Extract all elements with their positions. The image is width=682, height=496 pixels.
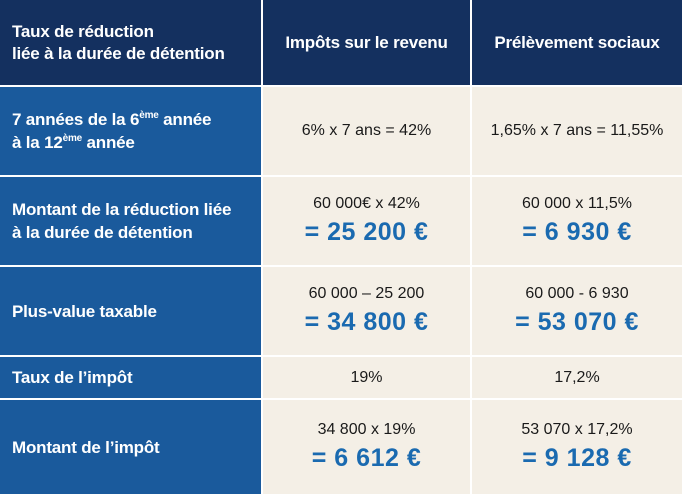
cell-taxable-gain-income-tax: 60 000 – 25 200 = 34 800 € <box>263 267 472 357</box>
header-income-tax: Impôts sur le revenu <box>263 0 472 87</box>
row-label-reduction-amount-line2: à la durée de détention <box>12 223 193 242</box>
reduction-amount-income-tax-calc: 60 000€ x 42% <box>313 195 420 212</box>
row-label-tax-amount: Montant de l’impôt <box>0 400 263 496</box>
header-social-levies-label: Prélèvement sociaux <box>494 32 660 52</box>
row-label-reduction-amount-line1: Montant de la réduction liée <box>12 200 232 219</box>
cell-tax-rate-social-levies: 17,2% <box>472 357 682 400</box>
row-label-years-line2: à la 12ème année <box>12 133 135 152</box>
cell-taxable-gain-social-levies: 60 000 - 6 930 = 53 070 € <box>472 267 682 357</box>
cell-tax-amount-income-tax: 34 800 x 19% = 6 612 € <box>263 400 472 496</box>
cell-years-social-levies: 1,65% x 7 ans = 11,55% <box>472 87 682 177</box>
row-label-tax-rate: Taux de l’impôt <box>0 357 263 400</box>
cell-reduction-amount-social-levies: 60 000 x 11,5% = 6 930 € <box>472 177 682 267</box>
taxable-gain-social-levies-result: = 53 070 € <box>515 308 639 336</box>
reduction-amount-social-levies-result: = 6 930 € <box>522 218 632 246</box>
cell-years-income-tax: 6% x 7 ans = 42% <box>263 87 472 177</box>
tax-amount-social-levies-result: = 9 128 € <box>522 444 632 472</box>
row-label-years: 7 années de la 6ème année à la 12ème ann… <box>0 87 263 177</box>
reduction-amount-social-levies-calc: 60 000 x 11,5% <box>521 195 632 212</box>
cell-reduction-amount-income-tax: 60 000€ x 42% = 25 200 € <box>263 177 472 267</box>
row-label-tax-amount-text: Montant de l’impôt <box>12 437 160 457</box>
row-label-years-line1: 7 années de la 6ème année <box>12 110 212 129</box>
taxable-gain-income-tax-calc: 60 000 – 25 200 <box>308 285 425 302</box>
header-income-tax-label: Impôts sur le revenu <box>285 32 448 52</box>
row-label-reduction-amount: Montant de la réduction liée à la durée … <box>0 177 263 267</box>
tax-rate-income-tax-value: 19% <box>350 368 383 386</box>
tax-rate-social-levies-value: 17,2% <box>554 368 600 386</box>
tax-amount-income-tax-result: = 6 612 € <box>311 444 422 472</box>
header-reduction-rate-line2: liée à la durée de détention <box>12 43 225 63</box>
years-income-tax-value: 6% x 7 ans = 42% <box>301 122 432 139</box>
taxable-gain-income-tax-result: = 34 800 € <box>304 308 429 336</box>
row-label-taxable-gain: Plus-value taxable <box>0 267 263 357</box>
header-reduction-rate-line1: Taux de réduction <box>12 21 154 41</box>
header-social-levies: Prélèvement sociaux <box>472 0 682 87</box>
tax-amount-income-tax-calc: 34 800 x 19% <box>317 421 416 438</box>
taxable-gain-social-levies-calc: 60 000 - 6 930 <box>525 285 629 302</box>
header-reduction-rate: Taux de réduction liée à la durée de dét… <box>0 0 263 87</box>
cell-tax-rate-income-tax: 19% <box>263 357 472 400</box>
cell-tax-amount-social-levies: 53 070 x 17,2% = 9 128 € <box>472 400 682 496</box>
row-label-taxable-gain-text: Plus-value taxable <box>12 301 157 321</box>
years-social-levies-value: 1,65% x 7 ans = 11,55% <box>490 122 664 139</box>
tax-amount-social-levies-calc: 53 070 x 17,2% <box>521 421 633 438</box>
reduction-amount-income-tax-result: = 25 200 € <box>304 218 429 246</box>
row-label-tax-rate-text: Taux de l’impôt <box>12 368 133 387</box>
